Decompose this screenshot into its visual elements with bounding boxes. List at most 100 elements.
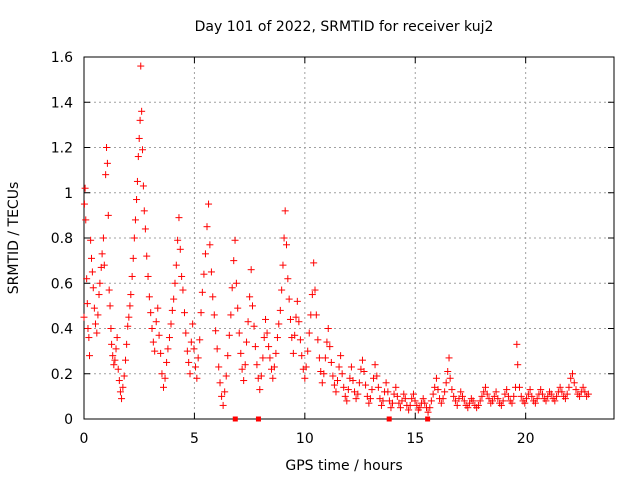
data-point-174 xyxy=(301,374,309,382)
data-point-336 xyxy=(567,374,575,382)
data-point-187 xyxy=(320,370,328,378)
data-point-33 xyxy=(111,356,119,364)
data-point-319 xyxy=(537,386,545,394)
data-point-113 xyxy=(213,345,221,353)
data-point-283 xyxy=(474,401,482,409)
data-point-195 xyxy=(332,388,340,396)
data-point-177 xyxy=(305,329,313,337)
data-point-166 xyxy=(289,349,297,357)
data-point-188 xyxy=(321,354,329,362)
data-point-265 xyxy=(444,367,452,375)
data-point-213 xyxy=(360,367,368,375)
data-point-63 xyxy=(143,252,151,260)
data-point-101 xyxy=(196,336,204,344)
data-point-275 xyxy=(460,397,468,405)
data-point-270 xyxy=(451,397,459,405)
data-point-287 xyxy=(481,383,489,391)
data-point-46 xyxy=(126,302,134,310)
data-point-90 xyxy=(180,309,188,317)
data-point-112 xyxy=(212,327,220,335)
data-point-17 xyxy=(95,291,103,299)
data-point-130 xyxy=(238,365,246,373)
data-point-349 xyxy=(386,416,392,422)
data-point-274 xyxy=(459,392,467,400)
data-point-35 xyxy=(113,334,121,342)
data-point-10 xyxy=(88,254,96,262)
data-point-136 xyxy=(247,266,255,274)
y-tick-label-5: 1 xyxy=(64,186,73,202)
data-point-zero-marker xyxy=(255,416,261,422)
data-point-194 xyxy=(330,381,338,389)
data-point-148 xyxy=(265,343,273,351)
data-point-70 xyxy=(152,318,160,326)
data-point-76 xyxy=(161,374,169,382)
data-point-288 xyxy=(483,390,491,398)
data-point-306 xyxy=(514,361,522,369)
data-point-97 xyxy=(190,345,198,353)
data-point-208 xyxy=(352,395,360,403)
data-point-2 xyxy=(81,184,89,192)
data-point-18 xyxy=(96,279,104,287)
data-point-348 xyxy=(255,416,261,422)
data-point-34 xyxy=(112,345,120,353)
data-point-254 xyxy=(426,404,434,412)
data-point-24 xyxy=(103,144,111,151)
data-point-98 xyxy=(192,363,200,371)
data-point-52 xyxy=(133,196,141,204)
data-point-206 xyxy=(349,377,357,385)
data-point-292 xyxy=(490,392,498,400)
data-point-220 xyxy=(371,361,379,369)
data-point-60 xyxy=(139,182,147,190)
data-point-80 xyxy=(167,320,175,328)
data-point-118 xyxy=(221,388,229,396)
data-point-zero-marker xyxy=(232,416,238,422)
data-point-131 xyxy=(240,377,248,385)
data-point-156 xyxy=(276,306,284,314)
data-point-152 xyxy=(270,363,278,371)
data-point-107 xyxy=(205,200,213,208)
data-point-196 xyxy=(334,377,342,385)
data-point-289 xyxy=(485,395,493,403)
data-point-264 xyxy=(442,379,450,387)
data-point-163 xyxy=(285,295,293,303)
data-point-317 xyxy=(533,395,541,403)
data-point-241 xyxy=(405,406,413,414)
data-point-248 xyxy=(416,404,424,412)
data-point-154 xyxy=(273,334,281,342)
data-point-284 xyxy=(476,397,484,405)
data-point-259 xyxy=(434,386,442,394)
data-point-7 xyxy=(85,334,93,342)
data-point-133 xyxy=(243,338,251,346)
data-point-271 xyxy=(453,401,461,409)
data-point-228 xyxy=(384,388,392,396)
data-point-51 xyxy=(131,216,139,224)
data-point-149 xyxy=(266,354,274,362)
data-point-123 xyxy=(228,284,236,292)
data-point-129 xyxy=(237,349,245,357)
data-point-200 xyxy=(340,383,348,391)
data-point-41 xyxy=(120,372,128,380)
data-point-346 xyxy=(584,390,592,398)
data-point-95 xyxy=(187,338,195,346)
data-point-75 xyxy=(160,383,167,391)
data-point-92 xyxy=(183,347,191,355)
data-point-15 xyxy=(93,329,101,337)
data-point-182 xyxy=(312,311,320,319)
data-point-172 xyxy=(298,352,306,360)
data-point-244 xyxy=(409,390,417,398)
data-point-160 xyxy=(281,207,289,215)
data-point-145 xyxy=(260,334,268,342)
data-point-175 xyxy=(302,363,310,371)
data-point-205 xyxy=(347,363,355,371)
data-point-193 xyxy=(329,372,337,380)
data-point-263 xyxy=(441,388,449,396)
data-point-68 xyxy=(149,338,157,346)
data-point-116 xyxy=(218,392,226,400)
data-point-277 xyxy=(464,404,472,412)
data-point-126 xyxy=(232,279,240,287)
data-point-65 xyxy=(145,293,153,301)
data-point-114 xyxy=(215,363,223,371)
data-point-143 xyxy=(257,372,265,380)
